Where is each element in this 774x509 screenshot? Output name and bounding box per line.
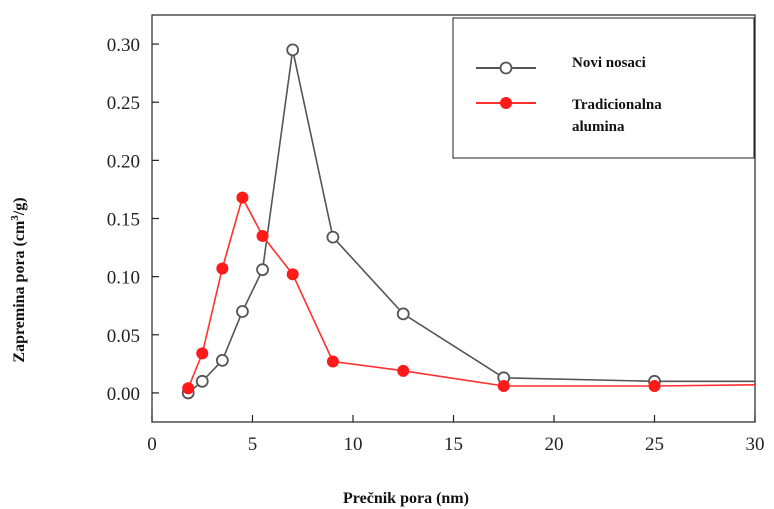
x-tick-label: 30 — [746, 434, 765, 455]
y-tick-label: 0.30 — [107, 35, 140, 56]
data-point-tradicionalna-alumina — [648, 379, 661, 392]
series-layer — [181, 43, 756, 400]
data-point-tradicionalna-alumina — [497, 379, 510, 392]
data-point-tradicionalna-alumina — [196, 347, 209, 360]
axis-ticks — [151, 43, 756, 422]
data-point-novi-nosaci — [326, 230, 340, 244]
series-line-tradicionalna-alumina — [187, 195, 756, 389]
data-point-novi-nosaci — [236, 305, 249, 318]
data-point-tradicionalna-alumina — [397, 364, 410, 377]
x-tick-label: 20 — [545, 434, 564, 455]
data-point-tradicionalna-alumina — [236, 191, 249, 204]
data-point-tradicionalna-alumina — [182, 382, 195, 395]
data-point-novi-nosaci — [215, 353, 229, 367]
y-tick-label: 0.00 — [107, 384, 140, 405]
legend-box — [452, 17, 755, 159]
x-axis-title: Prečnik pora (nm) — [343, 490, 469, 507]
data-point-tradicionalna-alumina — [286, 268, 299, 281]
y-tick-label: 0.20 — [107, 151, 140, 172]
data-point-novi-nosaci — [256, 263, 269, 277]
x-tick-labels: 0 5 10 15 20 25 30 — [147, 434, 764, 455]
y-tick-label: 0.05 — [107, 326, 140, 347]
data-point-novi-nosaci — [195, 374, 209, 388]
x-tick-label: 25 — [645, 434, 664, 455]
y-tick-label: 0.25 — [107, 93, 140, 114]
y-tick-label: 0.15 — [107, 210, 140, 231]
data-point-tradicionalna-alumina — [326, 355, 339, 368]
y-axis-title-main: Zapremina pora (cm — [11, 220, 28, 363]
y-axis-title-sup: 3 — [9, 215, 21, 221]
legend-label-novi: Novi nosaci — [572, 55, 646, 71]
y-axis-title-unit: /g) — [11, 197, 28, 216]
x-tick-label: 0 — [147, 434, 157, 455]
y-tick-label: 0.10 — [107, 268, 140, 289]
x-tick-label: 15 — [444, 434, 463, 455]
y-tick-labels: 0.00 0.05 0.10 0.15 0.20 0.25 0.30 — [107, 35, 140, 405]
data-point-tradicionalna-alumina — [256, 229, 269, 242]
legend-marker-novi — [499, 61, 513, 75]
data-point-novi-nosaci — [286, 43, 300, 57]
legend-label-tradicionalna-1: Tradicionalna — [572, 97, 662, 113]
y-axis-title: Zapremina pora (cm3/g) — [9, 197, 28, 362]
series-tradicionalna-alumina — [182, 191, 756, 395]
x-tick-label: 5 — [248, 434, 258, 455]
legend-label-tradicionalna-2: alumina — [572, 119, 625, 135]
data-point-tradicionalna-alumina — [216, 262, 229, 275]
x-tick-label: 10 — [344, 434, 363, 455]
legend-marker-tradicionalna — [500, 97, 512, 109]
data-point-novi-nosaci — [396, 307, 410, 321]
